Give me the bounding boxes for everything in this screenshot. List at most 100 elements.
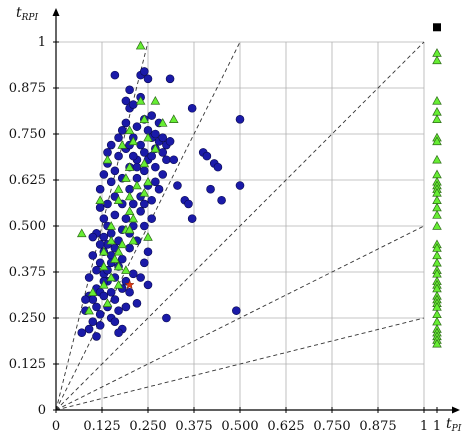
circle-point bbox=[88, 232, 98, 242]
circle-point bbox=[128, 151, 138, 161]
circle-point bbox=[99, 291, 109, 301]
triangle-point bbox=[135, 95, 146, 105]
circle-point bbox=[95, 203, 105, 212]
y-tick-label: 0 bbox=[38, 403, 46, 418]
circle-point bbox=[88, 295, 98, 304]
circle-point bbox=[92, 332, 101, 341]
circle-point bbox=[114, 328, 123, 338]
triangle-point bbox=[84, 305, 94, 315]
circle-point bbox=[151, 162, 160, 172]
circle-point bbox=[84, 273, 94, 282]
x-tick-label: 0.375 bbox=[175, 419, 212, 434]
circle-point bbox=[114, 151, 123, 161]
tick-labels: 0 0.125 0.250 0.375 0.500 0.625 0.750 0.875 1 0 0.… bbox=[9, 35, 441, 434]
circle-point bbox=[99, 232, 109, 242]
triangle-point bbox=[135, 40, 146, 50]
star-point bbox=[124, 279, 135, 290]
circle-point bbox=[202, 151, 212, 161]
circle-point bbox=[147, 214, 156, 223]
circle-point bbox=[162, 155, 171, 165]
circle-point bbox=[151, 177, 160, 187]
circle-point bbox=[140, 148, 149, 157]
y-tick-label: 0.750 bbox=[9, 127, 46, 142]
triangle-point bbox=[113, 184, 124, 193]
circle-point bbox=[184, 199, 193, 209]
x-tick-label: 0.500 bbox=[221, 419, 258, 434]
side-column-triangle-point bbox=[432, 154, 442, 164]
triangle-point bbox=[99, 279, 109, 289]
triangle-point bbox=[150, 143, 161, 153]
triangle-point bbox=[95, 195, 105, 204]
circle-point bbox=[121, 302, 131, 312]
side-column-triangle-point bbox=[432, 114, 442, 123]
triangle-point bbox=[124, 191, 135, 201]
circle-point bbox=[88, 317, 98, 326]
circle-point bbox=[125, 85, 134, 95]
circle-point bbox=[132, 122, 142, 131]
circle-point bbox=[95, 240, 105, 249]
triangle-point bbox=[150, 95, 161, 105]
circle-point bbox=[158, 170, 168, 179]
circle-point bbox=[110, 70, 120, 80]
side-column-triangle-point bbox=[432, 338, 442, 348]
triangle-point bbox=[132, 180, 142, 190]
circle-point bbox=[169, 155, 179, 165]
y-tick-label: 0.500 bbox=[9, 219, 46, 234]
circle-point bbox=[95, 184, 105, 194]
y-tick-label: 1 bbox=[38, 35, 46, 50]
circle-point bbox=[136, 206, 145, 216]
circle-point bbox=[125, 287, 134, 297]
triangle-point bbox=[124, 125, 135, 135]
triangle-point bbox=[110, 254, 120, 263]
circle-point bbox=[110, 317, 120, 326]
side-column-triangle-point bbox=[432, 195, 442, 204]
triangle-point bbox=[102, 298, 113, 307]
side-column-triangle-point bbox=[432, 221, 442, 230]
circle-point bbox=[151, 129, 160, 139]
circle-point bbox=[106, 140, 116, 150]
triangle-point bbox=[117, 239, 128, 249]
circle-point bbox=[92, 302, 101, 312]
x-tick-label: 0.125 bbox=[83, 419, 120, 434]
triangle-point bbox=[139, 114, 150, 123]
triangle-point bbox=[143, 176, 153, 186]
y-tick-label: 0.375 bbox=[9, 265, 46, 280]
x-axis-label: tPI bbox=[446, 416, 462, 434]
circle-point bbox=[206, 184, 215, 194]
data-points bbox=[76, 23, 442, 348]
side-column-triangle-point bbox=[432, 48, 442, 57]
y-tick-label: 0.875 bbox=[9, 81, 46, 96]
y-axis-label: tRPI bbox=[16, 5, 38, 23]
circle-point bbox=[132, 298, 142, 308]
circle-point bbox=[213, 162, 223, 172]
triangle-point bbox=[106, 235, 116, 245]
side-column-triangle-point bbox=[432, 250, 442, 260]
circle-point bbox=[147, 111, 156, 120]
circle-point bbox=[143, 74, 153, 84]
side-column-triangle-point bbox=[432, 309, 442, 319]
y-tick-label: 0.250 bbox=[9, 311, 46, 326]
circle-point bbox=[95, 310, 105, 319]
triangle-point bbox=[139, 187, 150, 197]
circle-point bbox=[143, 280, 153, 290]
triangle-point bbox=[113, 246, 124, 256]
circle-point bbox=[235, 114, 245, 124]
circle-point bbox=[84, 324, 94, 334]
triangle-point bbox=[76, 228, 87, 238]
side-column-triangle-point bbox=[432, 106, 442, 116]
circle-point bbox=[158, 133, 168, 142]
circle-point bbox=[110, 210, 120, 220]
triangle-point bbox=[143, 232, 153, 241]
circle-point bbox=[136, 273, 145, 282]
triangle-point bbox=[88, 287, 98, 296]
side-column-x-label: 1 bbox=[433, 419, 441, 434]
circle-point bbox=[121, 118, 131, 128]
triangle-point bbox=[113, 195, 124, 204]
triangle-point bbox=[106, 221, 116, 230]
circle-point bbox=[99, 170, 109, 179]
reference-line bbox=[55, 317, 425, 411]
side-column-triangle-point bbox=[432, 95, 442, 105]
triangle-point bbox=[113, 261, 124, 271]
circle-point bbox=[140, 199, 149, 209]
